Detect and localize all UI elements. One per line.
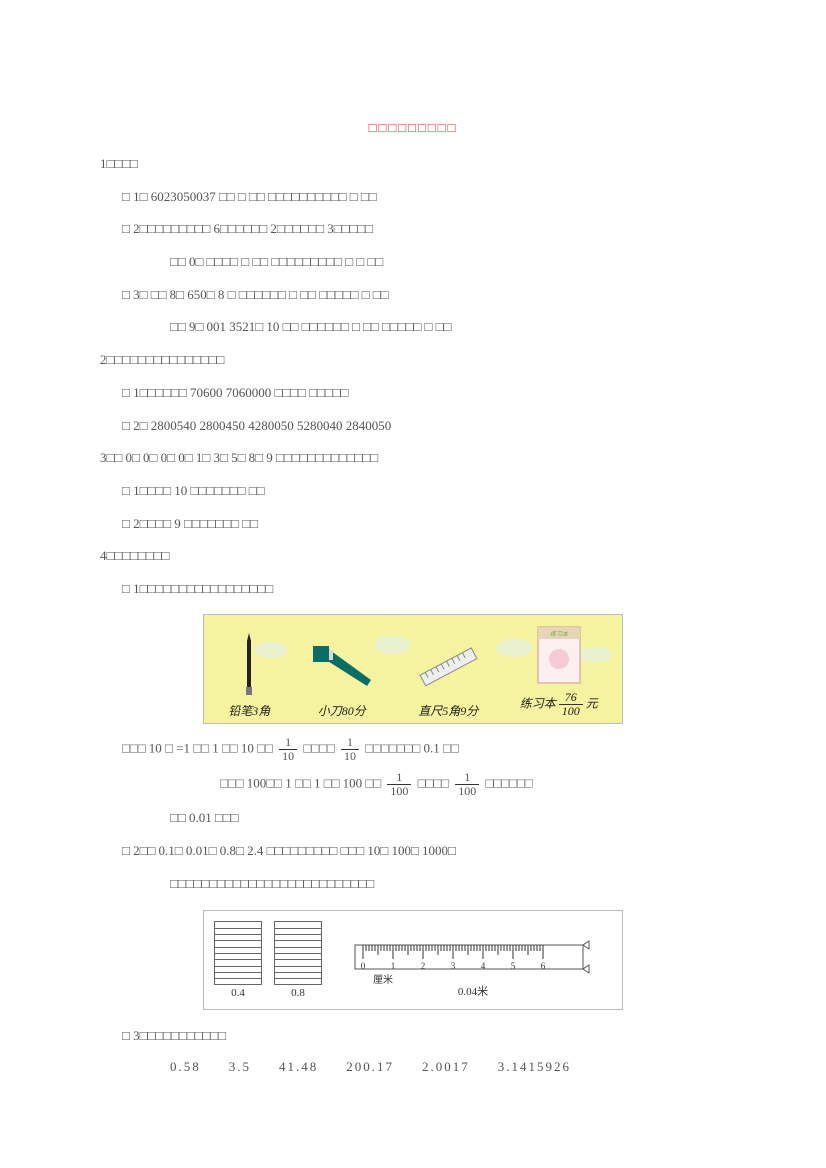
text-line: □ 3□ □□ 8□ 650□ 8 □ □□□□□□ □ □□ □□□□□ □ … [100,283,726,308]
notebook-prefix: 练习本 [520,697,556,711]
svg-text:练习本: 练习本 [550,630,569,638]
text-line: □ 2□ 2800540 2800450 4280050 5280040 284… [100,414,726,439]
ruler-icon: 0123456 厘米 0.04米 [334,925,612,995]
text-line: □□ 9□ 001 3521□ 10 □□ □□□□□□ □ □□ □□□□□ … [100,315,726,340]
text-line: □ 1□ 6023050037 □□ □ □□ □□□□□□□□□□ □ □□ [100,185,726,210]
ruler-icon [413,630,483,702]
fraction: 1100 [387,771,411,798]
item-pencil: 铅笔3角 [228,630,270,719]
decimal-value: 0.58 [170,1059,201,1074]
svg-text:5: 5 [511,961,516,971]
fraction: 1100 [455,771,479,798]
text-run: □□□□ [303,740,338,755]
decimal-value: 41.48 [279,1059,318,1074]
notebook-icon: 练习本 [534,619,584,691]
svg-text:3: 3 [451,961,456,971]
section-1-heading: 1□□□□ [100,152,726,177]
svg-text:0: 0 [361,961,366,971]
grid-ruler-figure: 0.4 0.8 0 1 2 3 4 5 6 厘米 0.04米 [203,910,623,1010]
svg-text:厘米: 厘米 [373,973,393,986]
fraction: 76100 [559,691,583,718]
grid-10-rows [274,921,322,985]
text-line: □ 2□□□□□□□□□ 6□□□□□□ 2□□□□□□ 3□□□□□ [100,217,726,242]
text-line: □ 2□□ 0.1□ 0.01□ 0.8□ 2.4 □□□□□□□□□ □□□ … [100,839,726,864]
item-label: 小刀80分 [318,702,366,719]
decimal-value: 3.1415926 [498,1059,571,1074]
page-title: □□□□□□□□□ [100,120,726,136]
section-3-heading: 3□□ 0□ 0□ 0□ 0□ 1□ 3□ 5□ 8□ 9 □□□□□□□□□□… [100,446,726,471]
svg-text:4: 4 [481,961,486,971]
items-figure: 铅笔3角 小刀80分 [203,614,623,724]
fraction: 110 [341,736,359,763]
text-line: □□ 0□ □□□□ □ □□ □□□□□□□□□ □ □ □□ [100,250,726,275]
section-4-heading: 4□□□□□□□□ [100,544,726,569]
item-knife: 小刀80分 [307,630,377,719]
text-run: □□□□□□ [486,776,533,791]
pencil-icon [239,630,259,702]
notebook-suffix: 元 [586,697,598,711]
text-line: □ 3□□□□□□□□□□□ [100,1024,726,1049]
grid-10-rows [214,921,262,985]
text-line: □ 1□□□□ 10 □□□□□□□ □□ [100,479,726,504]
item-notebook: 练习本 练习本76100元 [520,619,598,718]
svg-text:6: 6 [541,961,546,971]
item-ruler: 直尺5角9分 [413,630,483,719]
text-run: □□□ 10 □ =1 □□ 1 □□ 10 □□ [122,740,276,755]
decimal-value: 3.5 [229,1059,251,1074]
decimal-value: 200.17 [346,1059,394,1074]
item-label: 直尺5角9分 [418,702,478,719]
text-line: □ 1□□□□□□□□□□□□□□□□□ [100,577,726,602]
knife-icon [307,630,377,702]
text-line: □ 1□□□□□□ 70600 7060000 □□□□ □□□□□ [100,381,726,406]
text-run: □□□□ [418,776,453,791]
text-line: □ 2□□□□ 9 □□□□□□□ □□ [100,512,726,537]
item-label: 练习本76100元 [520,691,598,718]
fraction: 110 [279,736,297,763]
decimal-list: 0.58 3.5 41.48 200.17 2.0017 3.1415926 [170,1059,726,1075]
svg-text:2: 2 [421,961,426,971]
grid-label: 0.4 [214,987,262,999]
text-run: □□□ 100□□ 1 □□ 1 □□ 100 □□ [220,776,384,791]
section-2-heading: 2□□□□□□□□□□□□□□□ [100,348,726,373]
item-label: 铅笔3角 [228,702,270,719]
text-line: □□□□□□□□□□□□□□□□□□□□□□□□□□ [100,872,726,897]
svg-text:1: 1 [391,961,396,971]
decimal-value: 2.0017 [422,1059,470,1074]
text-run: □□□□□□□ 0.1 □□ [365,740,458,755]
fraction-paragraph: □□□ 10 □ =1 □□ 1 □□ 10 □□ 110 □□□□ 110 □… [100,736,726,831]
text-line: □□ 0.01 □□□ [100,806,726,831]
grid-a: 0.4 [214,921,262,999]
grid-b: 0.8 [274,921,322,999]
ruler-value: 0.04米 [458,983,488,999]
grid-label: 0.8 [274,987,322,999]
